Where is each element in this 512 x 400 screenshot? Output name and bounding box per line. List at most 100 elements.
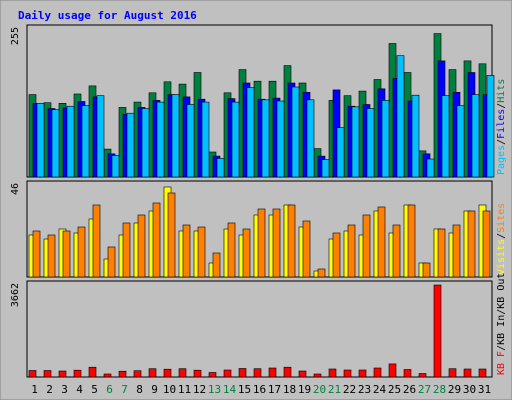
bar-kb-f-day-8 <box>133 370 142 378</box>
bar-pages-day-19 <box>306 99 315 178</box>
bar-sites-day-1 <box>32 230 41 278</box>
bar-pages-day-8 <box>141 108 150 178</box>
legend-item-kb-in: KB In <box>496 315 507 345</box>
bar-sites-day-28 <box>437 228 446 278</box>
bar-kb-f-day-6 <box>103 373 112 378</box>
bar-sites-day-30 <box>467 210 476 278</box>
bar-pages-day-10 <box>171 94 180 178</box>
bar-pages-day-18 <box>291 86 300 178</box>
bar-sites-day-18 <box>287 204 296 278</box>
x-tick-label: 30 <box>463 383 476 396</box>
bar-kb-f-day-24 <box>373 367 382 378</box>
bar-pages-day-17 <box>276 100 285 178</box>
x-tick-label: 23 <box>358 383 371 396</box>
x-tick-label: 18 <box>283 383 296 396</box>
bar-pages-day-13 <box>216 158 225 178</box>
x-tick-label: 26 <box>403 383 416 396</box>
legend-separator: / <box>496 309 507 315</box>
legend-hits-files-pages: Pages/Files/Hits <box>496 79 507 175</box>
bar-pages-day-7 <box>126 112 135 178</box>
bar-pages-day-21 <box>336 127 345 178</box>
bar-kb-f-day-21 <box>328 368 337 378</box>
legend-item-hits: Hits <box>496 79 507 103</box>
bar-kb-f-day-15 <box>238 368 247 378</box>
bar-sites-day-6 <box>107 246 116 278</box>
bar-sites-day-17 <box>272 208 281 278</box>
bar-sites-day-25 <box>392 224 401 278</box>
bar-pages-day-3 <box>66 105 75 178</box>
bar-sites-day-13 <box>212 252 221 278</box>
bar-pages-day-23 <box>366 108 375 178</box>
x-tick-label: 5 <box>91 383 98 396</box>
bar-kb-f-day-27 <box>418 373 427 378</box>
bar-pages-day-31 <box>486 75 495 178</box>
x-tick-label: 10 <box>163 383 176 396</box>
bar-kb-f-day-18 <box>283 366 292 378</box>
bar-sites-day-20 <box>317 268 326 278</box>
bar-kb-f-day-9 <box>148 368 157 378</box>
y-max-label: 46 <box>10 183 21 195</box>
y-max-label: 255 <box>10 27 21 45</box>
x-tick-label: 7 <box>121 383 128 396</box>
bar-sites-day-15 <box>242 228 251 278</box>
x-tick-label: 9 <box>151 383 158 396</box>
bar-kb-f-day-20 <box>313 373 322 378</box>
bar-kb-f-day-26 <box>403 369 412 378</box>
x-tick-label: 21 <box>328 383 341 396</box>
legend-item-pages: Pages <box>496 145 507 175</box>
bar-kb-f-day-7 <box>118 370 127 378</box>
x-tick-label: 11 <box>178 383 191 396</box>
bar-sites-day-24 <box>377 206 386 278</box>
bar-sites-day-26 <box>407 204 416 278</box>
x-axis: 1 2 3 4 5 6 7 8 9 10 11 12 13 14 15 16 17 18 19 20 21 22 23 24 2… <box>31 383 491 396</box>
legend-separator: / <box>496 233 507 239</box>
bar-pages-day-29 <box>456 105 465 178</box>
x-tick-label: 8 <box>136 383 143 396</box>
panel-visits-sites: 46 Visits/Sites <box>10 180 507 278</box>
bar-pages-day-1 <box>36 103 45 178</box>
legend-item-files: Files <box>496 109 507 139</box>
bar-kb-f-day-16 <box>253 368 262 378</box>
bar-pages-day-25 <box>396 55 405 178</box>
x-tick-label: 22 <box>343 383 356 396</box>
bar-sites-day-14 <box>227 222 236 278</box>
bar-sites-day-16 <box>257 208 266 278</box>
x-tick-label: 13 <box>208 383 221 396</box>
bar-kb-f-day-14 <box>223 369 232 378</box>
bar-pages-day-28 <box>441 95 450 178</box>
bar-sites-day-9 <box>152 202 161 278</box>
bar-kb-f-day-25 <box>388 363 397 378</box>
x-tick-label: 2 <box>46 383 53 396</box>
bar-pages-day-12 <box>201 101 210 178</box>
bar-kb-f-day-19 <box>298 370 307 378</box>
x-tick-label: 6 <box>106 383 113 396</box>
x-tick-label: 29 <box>448 383 461 396</box>
bar-pages-day-2 <box>51 109 60 178</box>
legend-item-kb-out: KB Out <box>496 273 507 309</box>
bar-pages-day-30 <box>471 94 480 178</box>
legend-kbytes: KB F/KB In/KB Out <box>496 273 507 375</box>
bar-kb-f-day-5 <box>88 366 97 378</box>
x-tick-label: 4 <box>76 383 83 396</box>
bar-kb-f-day-4 <box>73 369 82 378</box>
bar-kb-f-day-13 <box>208 372 217 378</box>
bar-kb-f-day-10 <box>163 368 172 378</box>
bar-sites-day-7 <box>122 222 131 278</box>
legend-item-kb-f: KB F <box>496 351 507 375</box>
bar-pages-day-9 <box>156 101 165 178</box>
bar-kb-f-day-12 <box>193 369 202 378</box>
bar-kb-f-day-11 <box>178 368 187 378</box>
x-tick-label: 14 <box>223 383 237 396</box>
bar-pages-day-5 <box>96 95 105 178</box>
x-tick-label: 24 <box>373 383 387 396</box>
x-tick-label: 28 <box>433 383 446 396</box>
legend-separator: / <box>496 139 507 145</box>
bar-sites-day-27 <box>422 262 431 278</box>
bar-kb-f-day-23 <box>358 369 367 378</box>
bar-kb-f-day-22 <box>343 369 352 378</box>
bar-sites-day-22 <box>347 224 356 278</box>
